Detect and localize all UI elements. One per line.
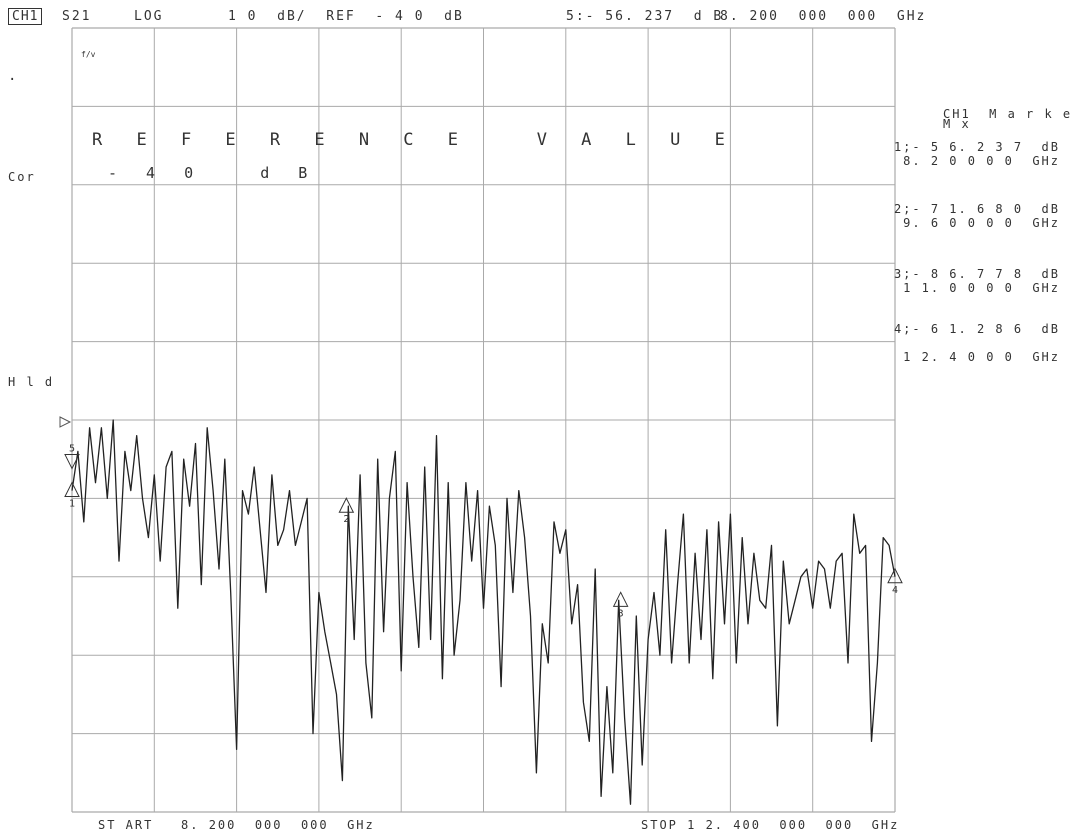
marker-entry-2: 2;- 7 1. 6 8 0 dB 9. 6 0 0 0 0 GHz xyxy=(893,202,1060,230)
status-dot: · xyxy=(8,72,19,88)
marker-entry-4: 4;- 6 1. 2 8 6 dB 1 2. 4 0 0 0 GHz xyxy=(893,322,1060,364)
marker-2: 2 xyxy=(338,497,355,525)
marker-entry-3: 3;- 8 6. 7 7 8 dB 1 1. 0 0 0 0 GHz xyxy=(893,267,1060,295)
stop-frequency: STOP 1 2. 400 000 000 GHz xyxy=(641,818,900,832)
marker-4: 4 xyxy=(887,567,903,596)
correction-indicator: Cor xyxy=(8,170,36,184)
marker-1-label: 1 xyxy=(69,499,75,510)
marker-1-triangle xyxy=(64,481,80,498)
active-marker-freq: 8. 200 000 000 GHz xyxy=(720,9,927,24)
marker-1: 1 xyxy=(64,481,80,510)
marker-entry-1: 1;- 5 6. 2 3 7 dB 8. 2 0 0 0 0 GHz xyxy=(893,140,1060,168)
start-frequency: ST ART 8. 200 000 000 GHz xyxy=(98,818,375,832)
active-marker-value: 5:- 56. 237 d B xyxy=(566,9,724,24)
marker-group: 1 2 3 4 5 xyxy=(64,444,903,619)
parameter-label: S21 xyxy=(62,9,92,24)
marker-5-label: 5 xyxy=(69,444,75,455)
marker-3: 3 xyxy=(612,591,629,619)
markers-panel-title: CH1 M a r k e r s M x xyxy=(943,107,1070,131)
marker-5: 5 xyxy=(64,444,80,470)
scale-label: 1 0 dB/ REF - 4 0 dB xyxy=(228,9,464,24)
reference-value-title: R E F E R E N C E V A L U E xyxy=(92,130,737,150)
marker-2-label: 2 xyxy=(343,514,349,525)
reference-position-icon xyxy=(59,416,72,428)
marker-4-triangle xyxy=(887,567,903,584)
reference-value: - 4 0 d B xyxy=(108,164,318,182)
s21-trace xyxy=(71,419,896,805)
format-label: LOG xyxy=(134,9,164,24)
channel-label: CH1 xyxy=(8,8,43,25)
marker-2-triangle xyxy=(338,497,355,513)
graticule xyxy=(71,27,896,813)
tiny-indicator: f/v xyxy=(81,50,96,59)
marker-3-label: 3 xyxy=(618,608,624,619)
marker-4-label: 4 xyxy=(892,585,898,596)
hold-indicator: H l d xyxy=(8,375,55,389)
marker-5-triangle xyxy=(64,454,80,470)
marker-3-triangle xyxy=(612,591,629,607)
